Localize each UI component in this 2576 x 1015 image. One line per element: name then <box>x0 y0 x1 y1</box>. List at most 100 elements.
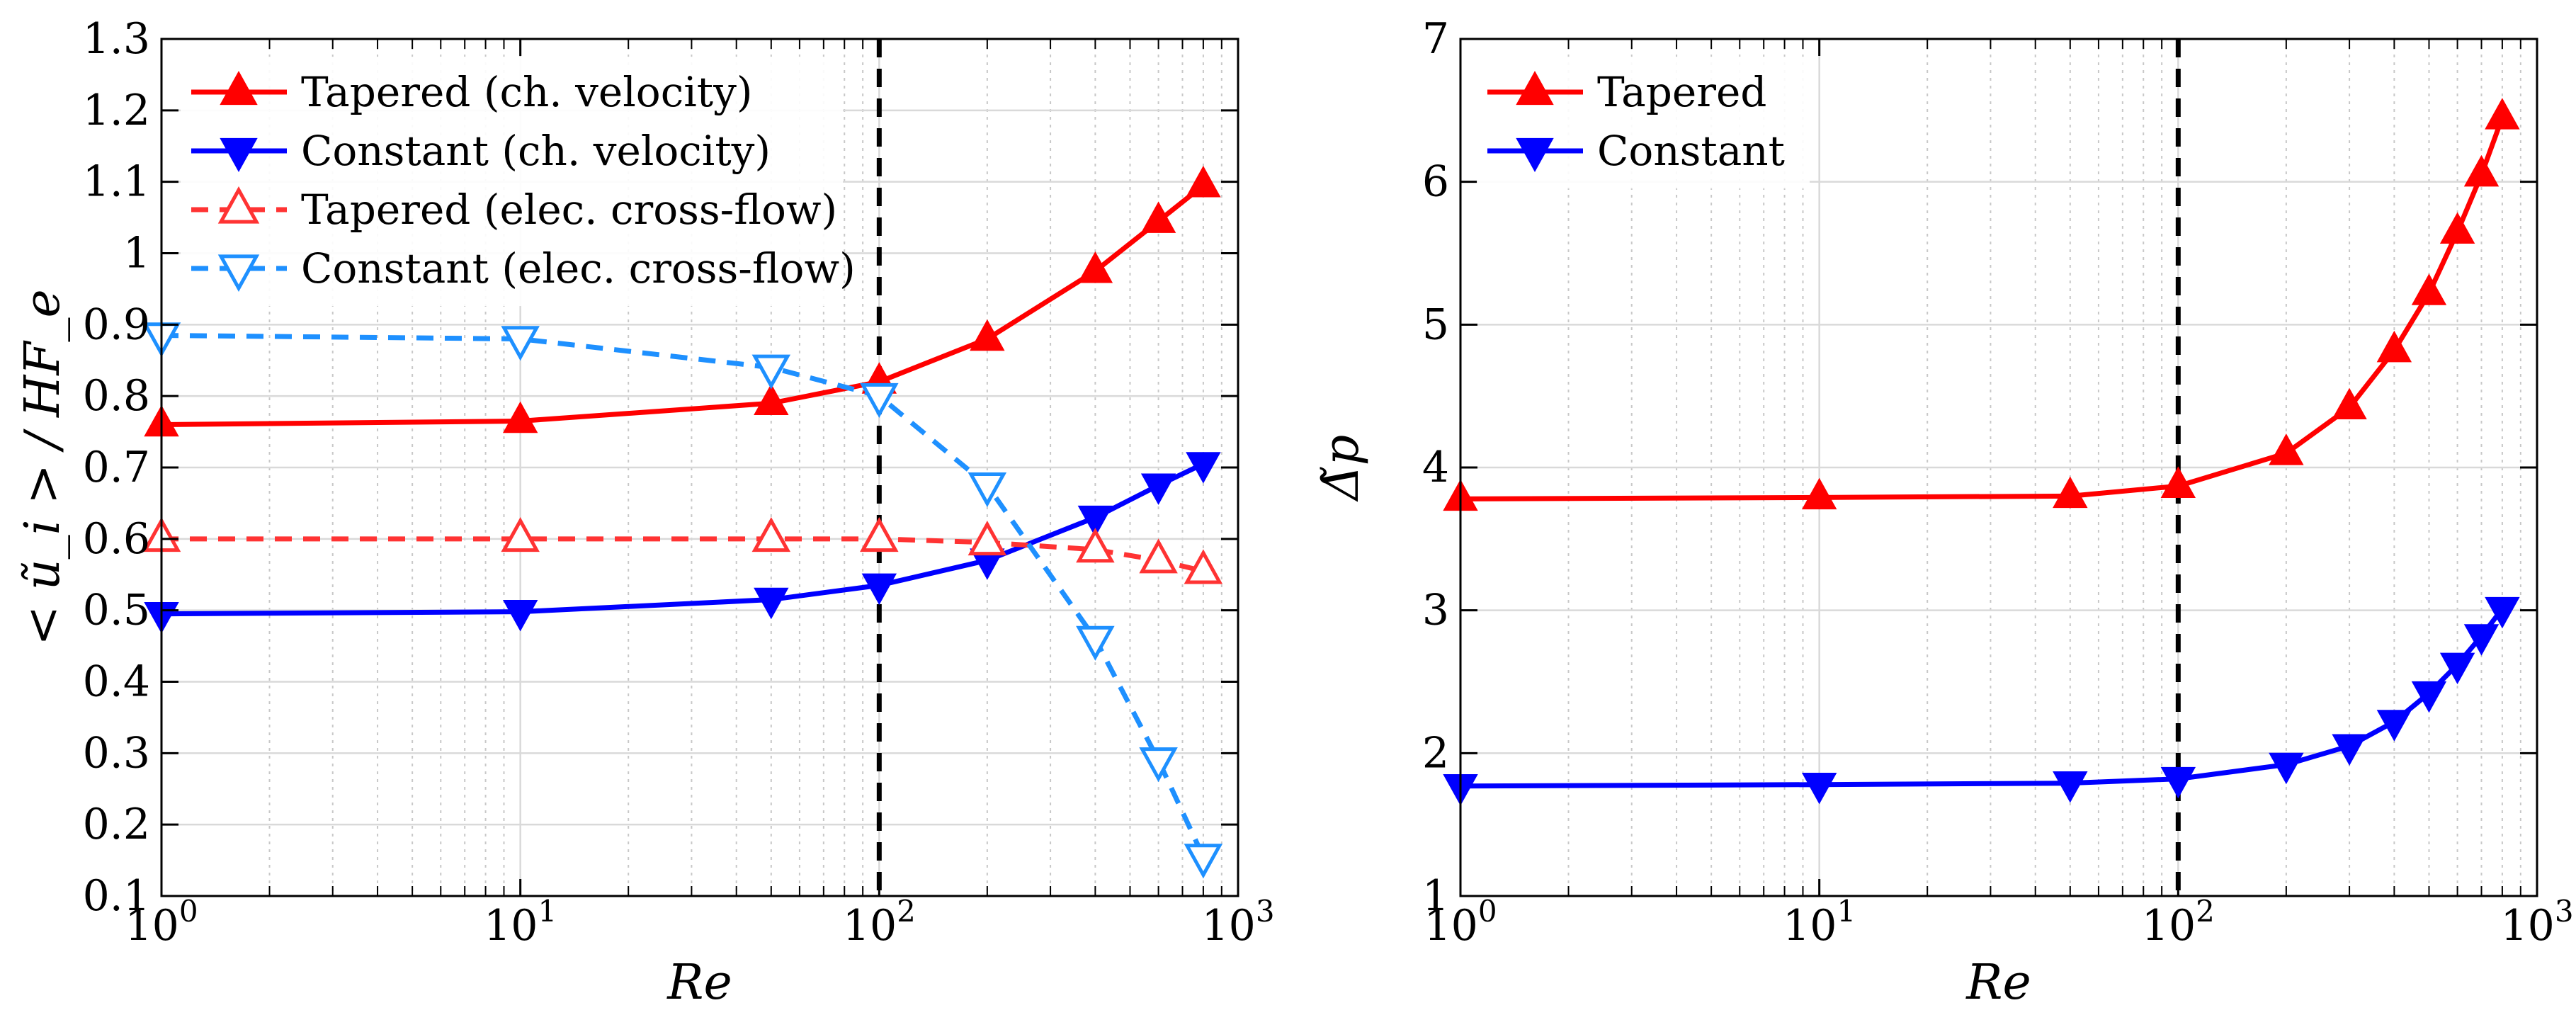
legend-marker <box>217 186 260 224</box>
data-point <box>1139 538 1178 574</box>
y-tick-label: 0.5 <box>83 586 150 635</box>
data-point <box>502 401 538 433</box>
data-point <box>2376 330 2412 363</box>
data-point <box>2485 98 2520 130</box>
y-tick-label: 0.4 <box>83 657 150 707</box>
legend-label: Constant (elec. cross-flow) <box>301 244 856 293</box>
legend-marker <box>1516 137 1554 172</box>
y-tick-label: 0.2 <box>83 800 150 849</box>
y-axis-label: Δ̃p <box>1314 435 1370 503</box>
legend-background <box>181 57 843 306</box>
y-tick-label: 0.6 <box>83 514 150 564</box>
data-point <box>2411 681 2447 713</box>
legend-marker <box>217 254 260 293</box>
y-tick-label: 0.8 <box>83 371 150 421</box>
data-point <box>968 472 1007 508</box>
data-point <box>1184 844 1223 879</box>
legend-label: Constant <box>1597 127 1785 175</box>
data-point <box>1076 528 1115 563</box>
data-point <box>501 326 540 361</box>
panel-right-pressure-chart: 100 101 102 103 1 2 3 4 5 6 7 Re Δ̃p Tapered Constant <box>1314 14 2574 1011</box>
legend-item-tapered-ch-velocity: Tapered (ch. velocity) <box>191 68 752 116</box>
legend: Tapered (ch. velocity) Constant (ch. velo… <box>181 57 856 306</box>
data-point <box>2439 212 2475 244</box>
x-tick-label: 102 <box>843 894 916 951</box>
x-axis-label: Re <box>1965 955 2031 1011</box>
x-tick-label: 102 <box>2142 894 2215 951</box>
panel-left-velocity-chart: 100 101 102 103 0.1 0.2 0.3 0.4 0.5 0.6 0.7 0.8 0.9 1… <box>15 14 1275 1011</box>
legend-item-constant-ch-velocity: Constant (ch. velocity) <box>191 127 771 175</box>
series-tapered <box>1443 98 2520 511</box>
x-tick-label: 100 <box>1424 894 1497 951</box>
data-point <box>502 599 538 632</box>
data-point <box>1139 747 1178 783</box>
data-point <box>2463 624 2500 656</box>
data-point <box>2269 433 2304 465</box>
data-point <box>2160 466 2196 498</box>
y-tick-label: 2 <box>1422 728 1449 778</box>
data-point <box>751 354 791 390</box>
legend-label: Tapered (ch. velocity) <box>301 68 752 116</box>
data-point <box>2160 766 2196 799</box>
data-point <box>2463 154 2500 187</box>
data-point <box>2411 273 2447 305</box>
y-tick-label: 0.7 <box>83 443 150 492</box>
y-tick-label: 7 <box>1422 14 1449 64</box>
legend-label: Constant (ch. velocity) <box>301 127 771 175</box>
series-line <box>161 332 1206 858</box>
data-point <box>2439 652 2475 685</box>
series-line <box>161 536 1204 574</box>
y-tick-label: 0.1 <box>83 871 150 921</box>
data-point <box>861 573 897 606</box>
legend-label: Tapered (elec. cross-flow) <box>301 186 837 234</box>
series-line <box>161 461 1205 617</box>
data-point <box>1076 625 1115 661</box>
y-tick-label: 1 <box>1422 871 1449 921</box>
x-tick-label: 103 <box>2500 894 2573 951</box>
data-point <box>2332 387 2367 420</box>
data-point <box>1184 549 1223 584</box>
legend-item-tapered: Tapered <box>1487 68 1766 116</box>
y-tick-label: 1.3 <box>83 14 150 64</box>
legend-marker <box>1516 71 1554 106</box>
y-axis-label: < ũ_i > / HF_e <box>15 289 71 646</box>
data-point <box>754 383 789 415</box>
legend-item-tapered-elec-cross-flow: Tapered (elec. cross-flow) <box>191 186 837 234</box>
data-point <box>1140 201 1176 233</box>
y-tick-label: 6 <box>1422 157 1449 207</box>
x-axis-label: Re <box>666 955 732 1011</box>
data-point <box>1186 165 1221 198</box>
data-point <box>1077 505 1113 538</box>
x-tick-label: 101 <box>1783 894 1856 951</box>
legend: Tapered Constant <box>1477 57 1810 188</box>
legend-marker <box>220 71 258 106</box>
data-point <box>2485 596 2520 629</box>
y-tick-label: 5 <box>1422 300 1449 349</box>
data-point <box>2269 752 2304 785</box>
legend-label: Tapered <box>1597 68 1766 116</box>
legend-marker <box>220 137 258 172</box>
data-point <box>1077 251 1113 283</box>
data-point <box>1140 473 1176 505</box>
x-tick-label: 100 <box>125 894 198 951</box>
y-tick-label: 4 <box>1422 443 1449 492</box>
x-tick-label: 101 <box>484 894 557 951</box>
data-point <box>968 521 1007 556</box>
data-point <box>1801 772 1837 805</box>
data-point <box>1801 477 1837 510</box>
legend-item-constant: Constant <box>1487 127 1785 175</box>
legend-item-constant-elec-cross-flow: Constant (elec. cross-flow) <box>191 244 856 293</box>
series-constant <box>1443 596 2520 806</box>
data-point <box>2332 734 2367 766</box>
data-point <box>2053 476 2088 509</box>
y-tick-label: 1.1 <box>83 157 150 207</box>
series-constant-elec-cross-flow <box>142 322 1223 879</box>
data-point <box>2376 710 2412 742</box>
data-point <box>2053 771 2088 803</box>
data-point <box>1186 452 1221 484</box>
y-tick-label: 0.9 <box>83 300 150 349</box>
data-point <box>754 587 789 620</box>
data-point <box>860 517 899 552</box>
data-point <box>970 319 1005 351</box>
